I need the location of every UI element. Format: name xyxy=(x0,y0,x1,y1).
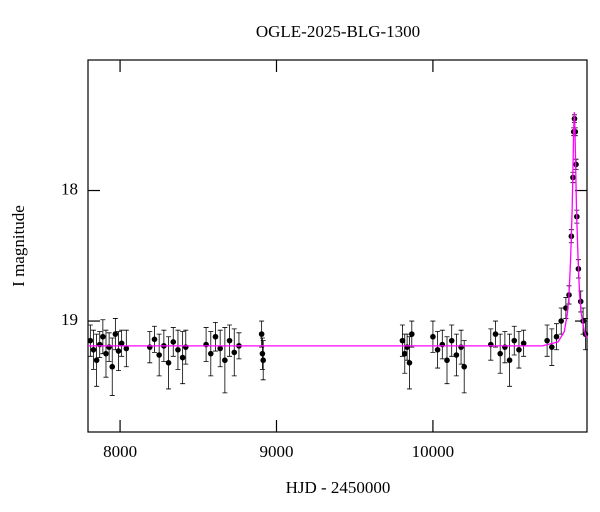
data-point xyxy=(404,344,410,350)
data-point xyxy=(165,360,172,366)
data-point xyxy=(212,333,219,340)
data-point xyxy=(115,348,122,354)
data-point xyxy=(406,360,413,366)
data-point xyxy=(151,336,158,343)
data-point xyxy=(258,331,265,337)
data-point xyxy=(430,333,436,340)
data-point xyxy=(207,350,214,357)
data-point xyxy=(444,357,450,364)
data-point xyxy=(439,341,446,348)
data-point xyxy=(146,344,153,350)
data-point xyxy=(203,341,209,348)
data-point xyxy=(260,357,266,364)
data-point xyxy=(409,331,415,337)
data-point xyxy=(506,357,513,364)
data-point xyxy=(516,346,522,353)
data-point xyxy=(96,341,103,348)
data-point xyxy=(458,344,464,350)
data-point xyxy=(118,340,125,347)
data-point xyxy=(453,352,460,358)
data-point xyxy=(123,345,130,352)
data-point xyxy=(222,357,228,364)
data-point xyxy=(100,333,106,340)
data-point xyxy=(553,333,560,340)
x-tick-label: 10000 xyxy=(412,442,455,461)
plot-frame xyxy=(87,59,588,433)
data-point xyxy=(90,346,97,353)
data-point xyxy=(106,344,112,350)
chart-title: OGLE-2025-BLG-1300 xyxy=(256,22,420,41)
data-point xyxy=(399,337,406,344)
data-point xyxy=(487,341,494,348)
data-point xyxy=(109,363,116,370)
data-point xyxy=(259,350,266,357)
y-tick-label: 18 xyxy=(61,179,78,198)
data-point xyxy=(217,345,223,352)
data-point xyxy=(175,346,181,353)
data-point xyxy=(182,344,189,350)
data-point xyxy=(179,354,186,361)
data-point xyxy=(156,352,162,358)
data-point xyxy=(492,331,499,337)
data-point xyxy=(226,337,233,344)
data-point xyxy=(544,337,550,344)
data-point xyxy=(502,344,508,350)
data-point xyxy=(511,337,518,344)
x-tick-label: 8000 xyxy=(103,442,137,461)
data-point xyxy=(112,331,119,337)
x-axis-label: HJD - 2450000 xyxy=(286,478,391,497)
data-point xyxy=(231,349,238,356)
data-point xyxy=(558,318,564,324)
data-point xyxy=(448,337,455,344)
data-point xyxy=(401,350,408,357)
data-point xyxy=(93,357,100,364)
data-point xyxy=(87,337,94,344)
data-point xyxy=(520,340,527,347)
data-point xyxy=(103,350,109,357)
y-axis-label: I magnitude xyxy=(9,205,28,287)
model-line xyxy=(88,112,588,347)
x-tick-label: 9000 xyxy=(259,442,293,461)
data-point xyxy=(434,346,441,353)
y-tick-label: 19 xyxy=(61,310,78,329)
data-point xyxy=(170,339,177,345)
data-point xyxy=(461,363,468,370)
data-point xyxy=(497,350,503,357)
data-point xyxy=(549,344,555,350)
